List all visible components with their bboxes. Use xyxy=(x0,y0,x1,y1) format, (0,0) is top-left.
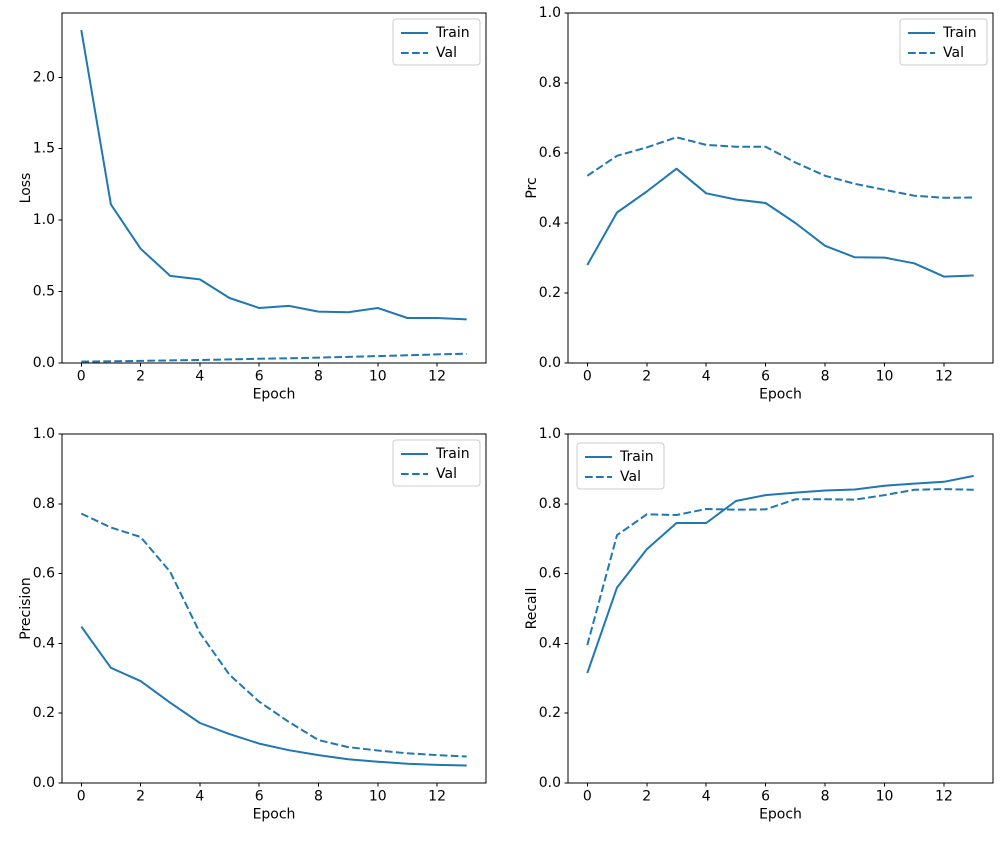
precision-x-tick-label: 6 xyxy=(255,789,264,805)
prc-legend: Train Val xyxy=(899,18,988,66)
loss-y-tick-label: 1.0 xyxy=(33,212,55,228)
prc-x-tick-label: 2 xyxy=(642,369,651,385)
chart-recall: 0 2 4 6 8 10 12 0.0 0.2 0.4 0.6 0.8 1.0 Epoch Recall Tr… xyxy=(524,426,994,823)
precision-x-tick-label: 12 xyxy=(428,789,446,805)
precision-y-tick-label: 0.4 xyxy=(33,635,55,651)
precision-y-tick-label: 0.2 xyxy=(33,705,55,721)
recall-x-tick-label: 12 xyxy=(935,789,953,805)
loss-val-line xyxy=(81,352,467,363)
loss-y-tick-label: 0.0 xyxy=(33,355,55,371)
recall-y-tick-label: 0.8 xyxy=(539,496,561,512)
loss-train-line xyxy=(80,29,467,321)
precision-xlabel: Epoch xyxy=(253,807,296,823)
precision-plot-frame xyxy=(61,433,487,784)
loss-y-tick-label: 2.0 xyxy=(33,69,55,85)
precision-x-tick-label: 4 xyxy=(195,789,204,805)
precision-x-tick-label: 10 xyxy=(369,789,387,805)
loss-ylabel: Loss xyxy=(18,173,34,204)
loss-x-tick-label: 8 xyxy=(314,369,323,385)
prc-y-tick-label: 1.0 xyxy=(539,5,561,21)
loss-x-tick-label: 2 xyxy=(136,369,145,385)
precision-ylabel: Precision xyxy=(18,577,34,639)
precision-y-tick-label: 1.0 xyxy=(33,426,55,442)
precision-y-tick-label: 0.8 xyxy=(33,496,55,512)
prc-val-line xyxy=(586,136,974,199)
precision-val-line xyxy=(80,512,467,758)
prc-plot-frame xyxy=(567,12,994,364)
recall-xlabel: Epoch xyxy=(759,807,802,823)
prc-y-tick-label: 0.4 xyxy=(539,215,561,231)
loss-x-tick-label: 10 xyxy=(369,369,387,385)
prc-y-tick-label: 0.0 xyxy=(539,355,561,371)
prc-x-tick-label: 12 xyxy=(935,369,953,385)
recall-y-tick-label: 0.0 xyxy=(539,775,561,791)
recall-x-tick-label: 10 xyxy=(876,789,894,805)
prc-x-tick-label: 10 xyxy=(876,369,894,385)
recall-x-tick-label: 8 xyxy=(821,789,830,805)
recall-x-tick-label: 4 xyxy=(702,789,711,805)
chart-loss: 0 2 4 6 8 10 12 0.0 0.5 1.0 1.5 2.0 Epoch Loss Train Va… xyxy=(18,12,487,403)
prc-y-tick-label: 0.2 xyxy=(539,285,561,301)
recall-x-tick-label: 0 xyxy=(583,789,592,805)
prc-y-tick-label: 0.8 xyxy=(539,75,561,91)
precision-train-line xyxy=(80,626,467,767)
prc-legend-val-label: Val xyxy=(943,45,964,61)
prc-y-tick-label: 0.6 xyxy=(539,145,561,161)
prc-xlabel: Epoch xyxy=(759,387,802,403)
precision-x-tick-label: 8 xyxy=(314,789,323,805)
recall-legend: Train Val xyxy=(576,442,665,490)
recall-legend-train-label: Train xyxy=(619,449,654,465)
recall-y-tick-label: 0.2 xyxy=(539,705,561,721)
loss-legend-val-label: Val xyxy=(436,45,457,61)
precision-y-tick-label: 0.6 xyxy=(33,566,55,582)
loss-y-tick-label: 0.5 xyxy=(33,284,55,300)
recall-x-tick-label: 2 xyxy=(642,789,651,805)
precision-x-tick-label: 0 xyxy=(77,789,86,805)
loss-x-tick-label: 6 xyxy=(255,369,264,385)
recall-train-line xyxy=(586,474,974,674)
recall-y-tick-label: 0.6 xyxy=(539,566,561,582)
chart-precision: 0 2 4 6 8 10 12 0.0 0.2 0.4 0.6 0.8 1.0 Epoch Precisio… xyxy=(18,426,487,823)
prc-x-tick-label: 6 xyxy=(761,369,770,385)
precision-legend: Train Val xyxy=(392,439,481,487)
prc-x-tick-label: 8 xyxy=(821,369,830,385)
recall-legend-val-label: Val xyxy=(620,469,641,485)
recall-plot-frame xyxy=(567,433,994,784)
loss-plot-frame xyxy=(61,12,487,364)
loss-x-tick-label: 12 xyxy=(428,369,446,385)
precision-x-tick-label: 2 xyxy=(136,789,145,805)
loss-xlabel: Epoch xyxy=(253,387,296,403)
prc-legend-train-label: Train xyxy=(942,25,977,41)
precision-y-tick-label: 0.0 xyxy=(33,775,55,791)
recall-ylabel: Recall xyxy=(524,588,540,630)
recall-y-tick-label: 0.4 xyxy=(539,635,561,651)
recall-y-tick-label: 1.0 xyxy=(539,426,561,442)
loss-legend-train-label: Train xyxy=(435,25,470,41)
loss-y-tick-label: 1.5 xyxy=(33,141,55,157)
recall-val-line xyxy=(586,488,974,646)
prc-ylabel: Prc xyxy=(524,177,540,198)
prc-x-tick-label: 4 xyxy=(702,369,711,385)
precision-legend-val-label: Val xyxy=(436,466,457,482)
chart-prc: 0 2 4 6 8 10 12 0.0 0.2 0.4 0.6 0.8 1.0 Epoch Prc Train… xyxy=(524,5,994,403)
precision-legend-train-label: Train xyxy=(435,446,470,462)
loss-x-tick-label: 0 xyxy=(77,369,86,385)
loss-legend: Train Val xyxy=(392,18,481,66)
recall-x-tick-label: 6 xyxy=(761,789,770,805)
loss-x-tick-label: 4 xyxy=(195,369,204,385)
prc-x-tick-label: 0 xyxy=(583,369,592,385)
prc-train-line xyxy=(586,167,974,278)
